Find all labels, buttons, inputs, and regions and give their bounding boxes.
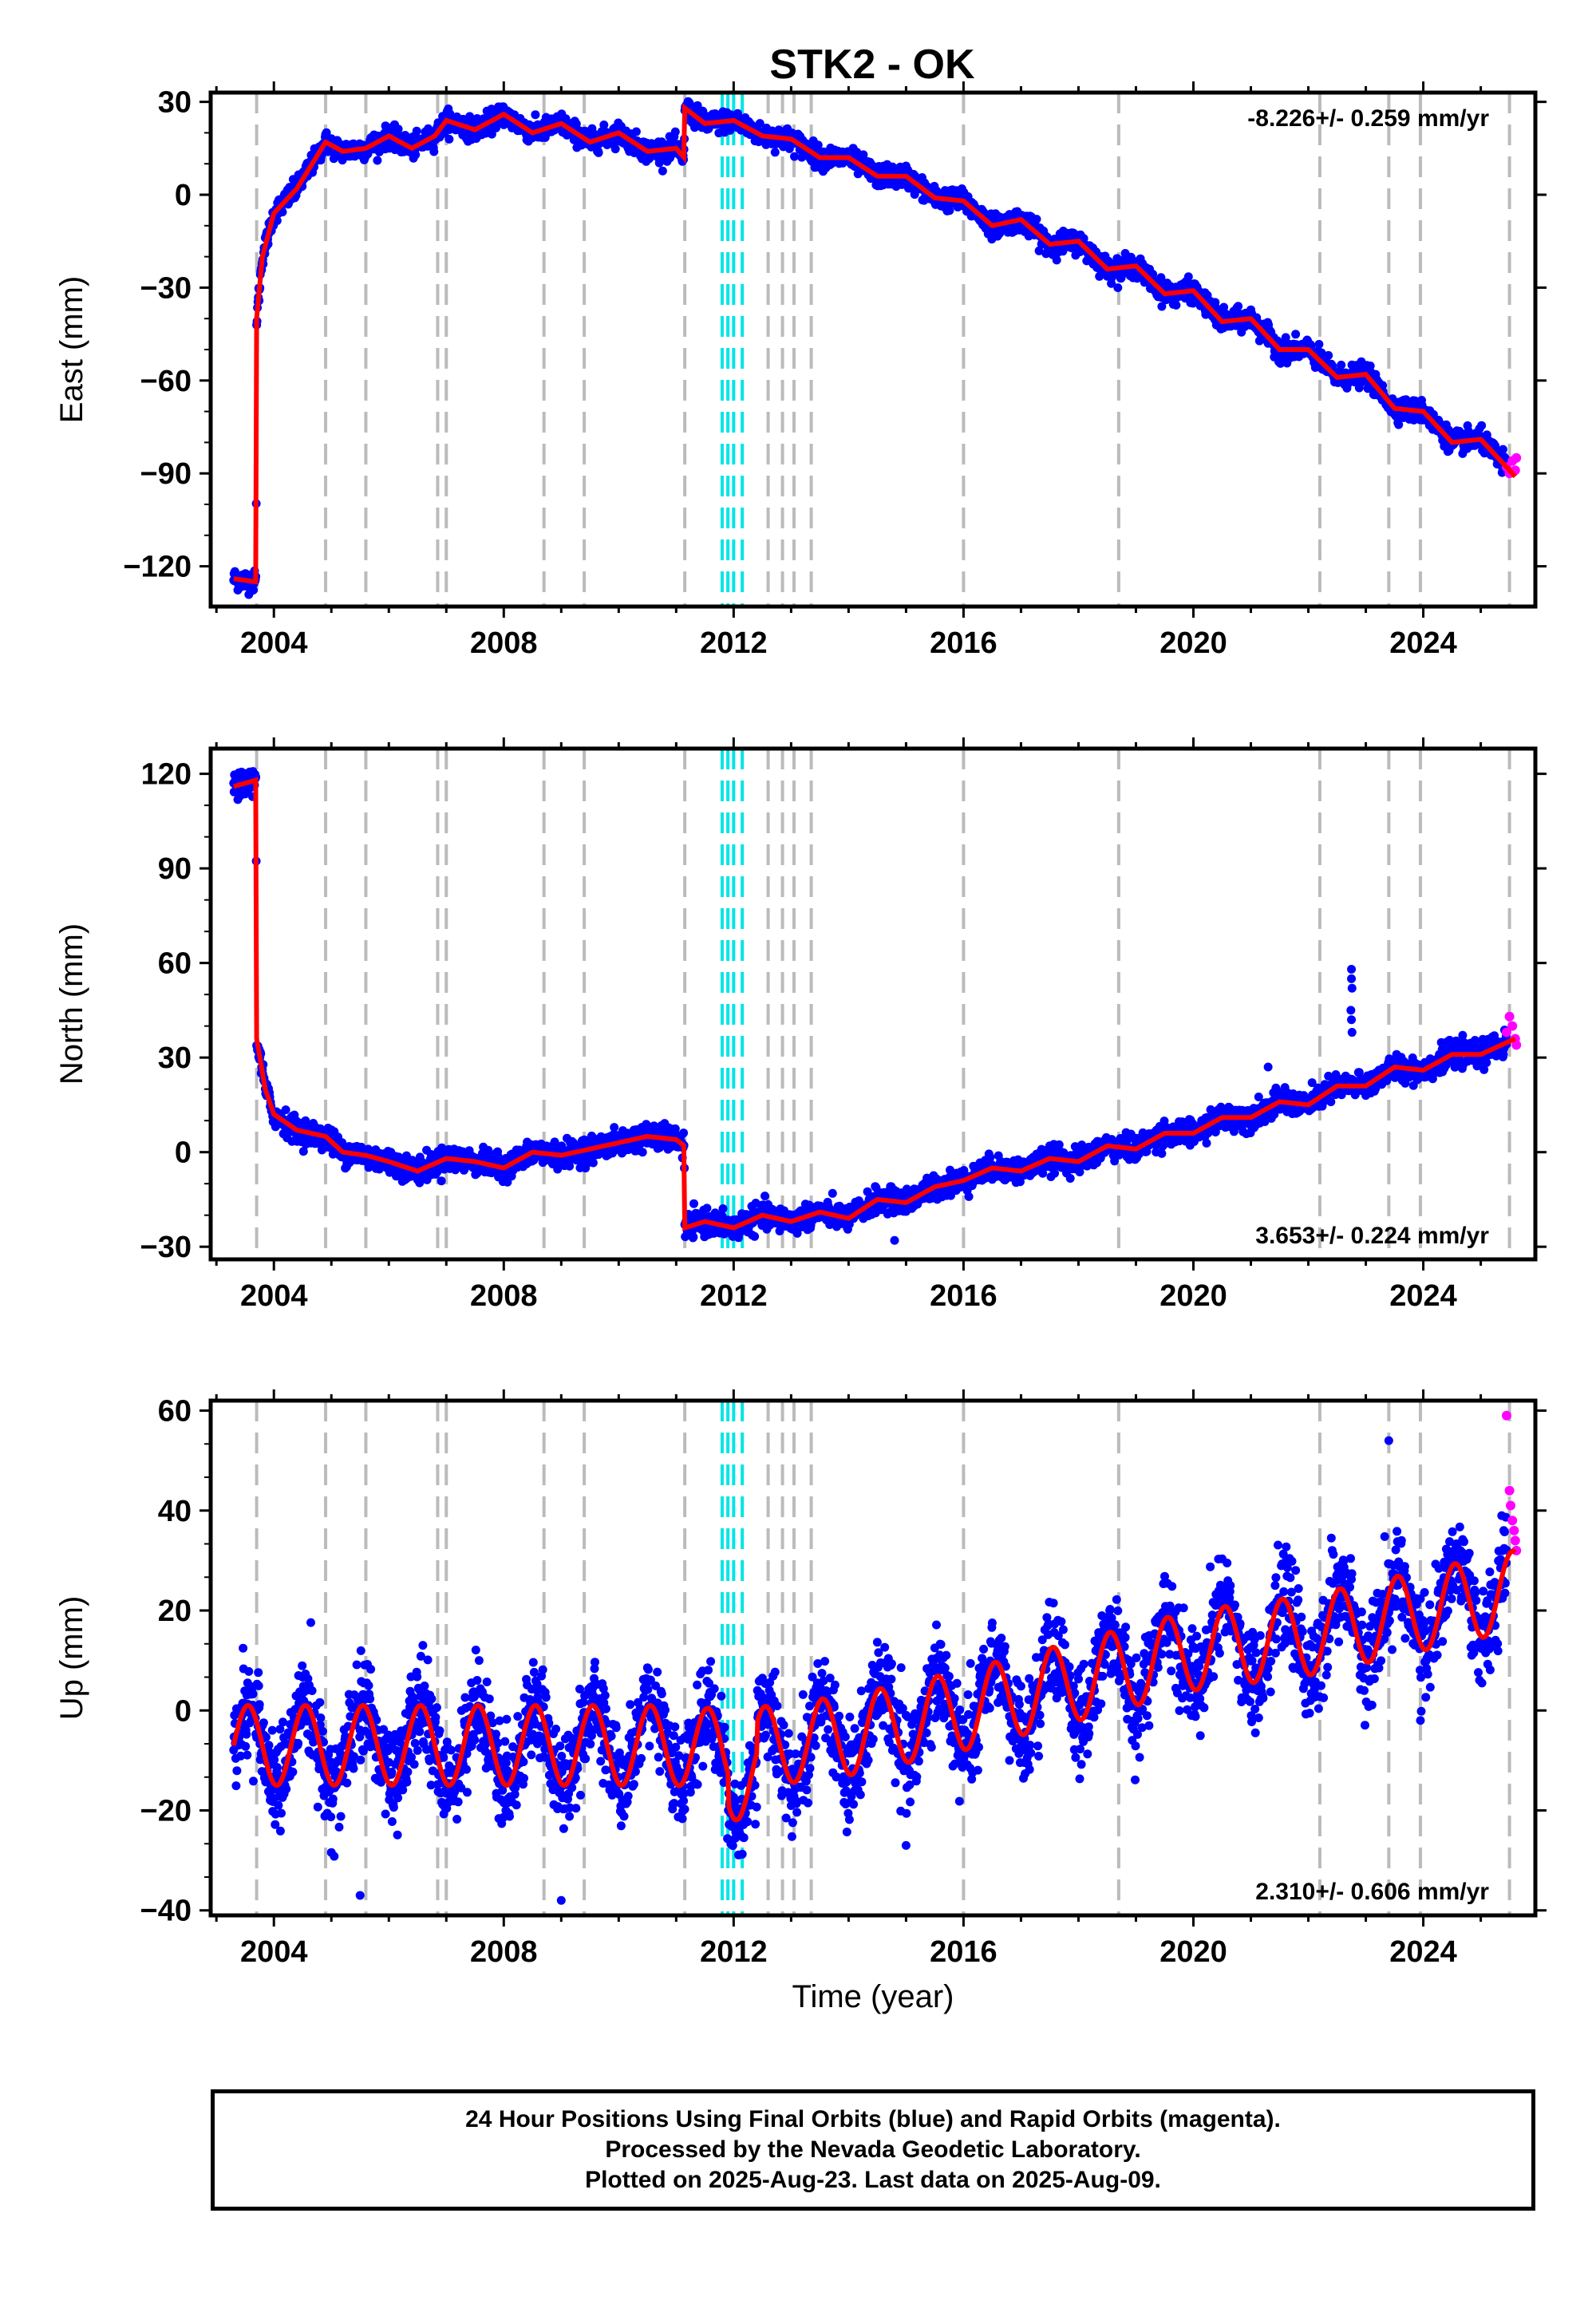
x-tick-label: 2004	[240, 626, 308, 660]
data-point	[249, 585, 258, 595]
data-point	[638, 1148, 647, 1157]
y-tick-label: −30	[140, 271, 192, 305]
y-tick-label: −90	[140, 457, 192, 491]
data-point	[1032, 215, 1041, 224]
data-point	[1157, 302, 1167, 311]
data-point	[1498, 445, 1507, 454]
data-point	[429, 147, 439, 156]
data-point	[813, 140, 823, 150]
data-point	[658, 166, 667, 176]
data-point	[828, 1188, 837, 1198]
data-point	[689, 1232, 698, 1242]
data-point	[702, 1203, 712, 1213]
data-point	[755, 119, 764, 128]
y-tick-label: −120	[123, 551, 192, 584]
data-point	[1394, 420, 1404, 429]
data-point	[1171, 300, 1181, 310]
model-fit-line	[233, 103, 1518, 585]
data-point	[373, 156, 382, 165]
data-point	[689, 1199, 698, 1208]
data-point	[281, 1105, 290, 1115]
data-point	[1156, 273, 1166, 283]
data-point	[910, 190, 919, 200]
data-point	[1219, 302, 1229, 312]
data-point	[437, 1176, 446, 1186]
data-point	[733, 109, 742, 118]
data-point	[679, 1128, 689, 1138]
data-point	[790, 152, 799, 161]
y-tick-label: 0	[175, 179, 192, 212]
data-point	[531, 110, 540, 120]
data-point	[1337, 360, 1346, 370]
data-point	[631, 127, 641, 136]
data-point	[859, 150, 868, 160]
data-point	[770, 148, 780, 157]
data-point	[1052, 255, 1061, 265]
event-lines	[255, 749, 1511, 1259]
data-point	[610, 144, 620, 154]
data-point	[610, 1123, 619, 1132]
data-point	[492, 123, 500, 132]
panel-east: 2004 2008 2012 2016 2020 2024 30 0 −30 −60 −90 −120…	[54, 81, 1547, 660]
data-point	[718, 1204, 728, 1213]
x-tick-label: 2020	[1159, 626, 1227, 660]
data-point	[594, 148, 603, 157]
panel-north: 2004 2008 2012 2016 2020 20241209060300−30Nor…	[54, 737, 1547, 1313]
y-axis-label: East (mm)	[54, 276, 89, 423]
y-tick-label: 30	[158, 86, 192, 120]
data-point	[760, 1192, 769, 1201]
data-point	[588, 1158, 598, 1168]
data-point	[1183, 272, 1193, 282]
data-point	[750, 1231, 760, 1241]
event-lines	[255, 93, 1511, 607]
x-tick-label: 2016	[930, 626, 998, 660]
data-point	[411, 150, 421, 160]
data-point	[444, 134, 454, 144]
data-point	[412, 126, 421, 136]
final-orbit-points	[229, 767, 1522, 1245]
data-point	[1365, 362, 1375, 370]
x-tick-label: 2008	[470, 626, 538, 660]
figure-title: STK2 - OK	[769, 41, 975, 88]
data-point	[1314, 339, 1324, 349]
data-point	[298, 1147, 308, 1156]
data-point	[599, 121, 609, 129]
data-point	[1324, 350, 1333, 360]
velocity-label: -8.226+/- 0.259 mm/yr	[1247, 105, 1489, 132]
data-point	[945, 206, 954, 215]
rapid-orbit-point	[1511, 453, 1522, 463]
data-point	[322, 128, 331, 137]
x-tick-label: 2012	[700, 626, 768, 660]
data-point	[670, 1124, 680, 1133]
x-tick-label: 2024	[1389, 626, 1457, 660]
data-point	[1034, 246, 1044, 255]
data-point	[1291, 330, 1301, 339]
data-point	[1234, 302, 1243, 311]
data-point	[1113, 283, 1123, 292]
data-point	[1477, 421, 1487, 430]
y-tick-label: −60	[140, 365, 192, 398]
data-point	[670, 127, 680, 136]
